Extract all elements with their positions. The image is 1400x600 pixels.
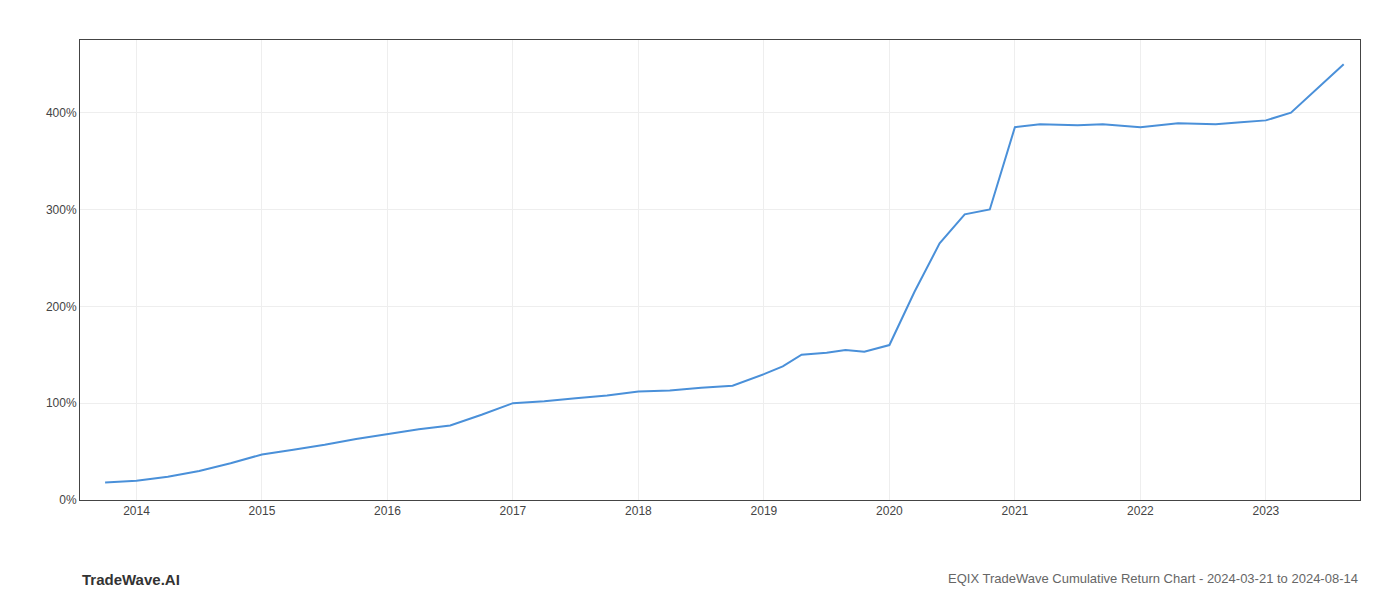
svg-text:2016: 2016 bbox=[374, 504, 401, 518]
svg-text:EQIX TradeWave Cumulative Retu: EQIX TradeWave Cumulative Return Chart -… bbox=[948, 571, 1358, 586]
svg-text:2022: 2022 bbox=[1127, 504, 1154, 518]
svg-text:400%: 400% bbox=[46, 106, 77, 120]
svg-text:100%: 100% bbox=[46, 396, 77, 410]
svg-text:2015: 2015 bbox=[249, 504, 276, 518]
svg-text:0%: 0% bbox=[59, 493, 77, 507]
svg-text:2018: 2018 bbox=[625, 504, 652, 518]
svg-text:2023: 2023 bbox=[1253, 504, 1280, 518]
svg-text:2021: 2021 bbox=[1002, 504, 1029, 518]
svg-text:TradeWave.AI: TradeWave.AI bbox=[82, 571, 180, 588]
svg-text:2014: 2014 bbox=[123, 504, 150, 518]
svg-text:2017: 2017 bbox=[500, 504, 527, 518]
svg-text:300%: 300% bbox=[46, 203, 77, 217]
svg-text:2019: 2019 bbox=[751, 504, 778, 518]
svg-text:2020: 2020 bbox=[876, 504, 903, 518]
svg-text:200%: 200% bbox=[46, 300, 77, 314]
